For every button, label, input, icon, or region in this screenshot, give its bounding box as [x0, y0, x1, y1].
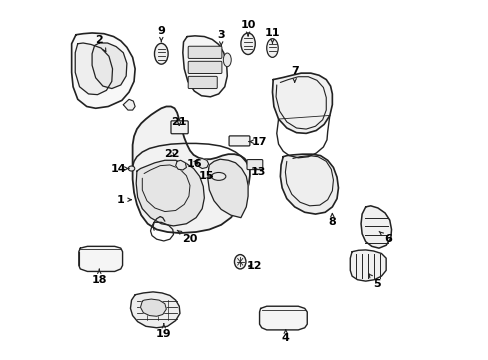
Text: 3: 3 [217, 30, 224, 45]
Text: 5: 5 [368, 274, 380, 289]
Ellipse shape [211, 172, 225, 180]
Text: 4: 4 [281, 330, 289, 343]
FancyBboxPatch shape [171, 121, 188, 134]
Ellipse shape [154, 43, 168, 64]
Polygon shape [132, 107, 249, 233]
Text: 8: 8 [328, 213, 336, 227]
FancyBboxPatch shape [188, 61, 222, 73]
Text: 20: 20 [177, 230, 197, 244]
Polygon shape [75, 43, 112, 95]
Polygon shape [175, 160, 186, 170]
Text: 21: 21 [171, 117, 186, 127]
FancyBboxPatch shape [188, 76, 217, 89]
Polygon shape [197, 158, 208, 168]
Polygon shape [72, 33, 135, 108]
Polygon shape [207, 159, 247, 218]
Text: 13: 13 [250, 167, 265, 177]
Polygon shape [349, 250, 386, 281]
Polygon shape [272, 73, 332, 134]
Polygon shape [280, 154, 338, 214]
Text: 9: 9 [157, 26, 165, 42]
Text: 14: 14 [110, 163, 129, 174]
Polygon shape [183, 36, 227, 97]
Polygon shape [79, 246, 122, 271]
Text: 1: 1 [117, 195, 131, 205]
Polygon shape [140, 299, 166, 316]
Ellipse shape [241, 33, 255, 54]
Text: 2: 2 [95, 35, 105, 51]
Polygon shape [123, 99, 135, 110]
Text: 19: 19 [156, 324, 171, 339]
Text: 12: 12 [246, 261, 262, 271]
FancyBboxPatch shape [188, 46, 222, 58]
Polygon shape [360, 206, 391, 248]
Polygon shape [130, 292, 180, 328]
Text: 22: 22 [164, 149, 180, 159]
Text: 7: 7 [290, 66, 298, 82]
Polygon shape [92, 43, 126, 89]
Text: 15: 15 [199, 171, 214, 181]
Text: 18: 18 [91, 269, 107, 285]
Ellipse shape [223, 53, 231, 67]
FancyBboxPatch shape [228, 136, 249, 146]
Polygon shape [136, 160, 204, 226]
Text: 17: 17 [248, 137, 267, 147]
Ellipse shape [266, 39, 278, 57]
Text: 11: 11 [264, 28, 280, 44]
Text: 6: 6 [378, 231, 391, 244]
Text: 16: 16 [186, 159, 202, 169]
Polygon shape [259, 306, 306, 330]
Ellipse shape [128, 166, 135, 171]
Text: 10: 10 [240, 20, 255, 36]
Ellipse shape [234, 255, 245, 269]
FancyBboxPatch shape [246, 159, 262, 170]
